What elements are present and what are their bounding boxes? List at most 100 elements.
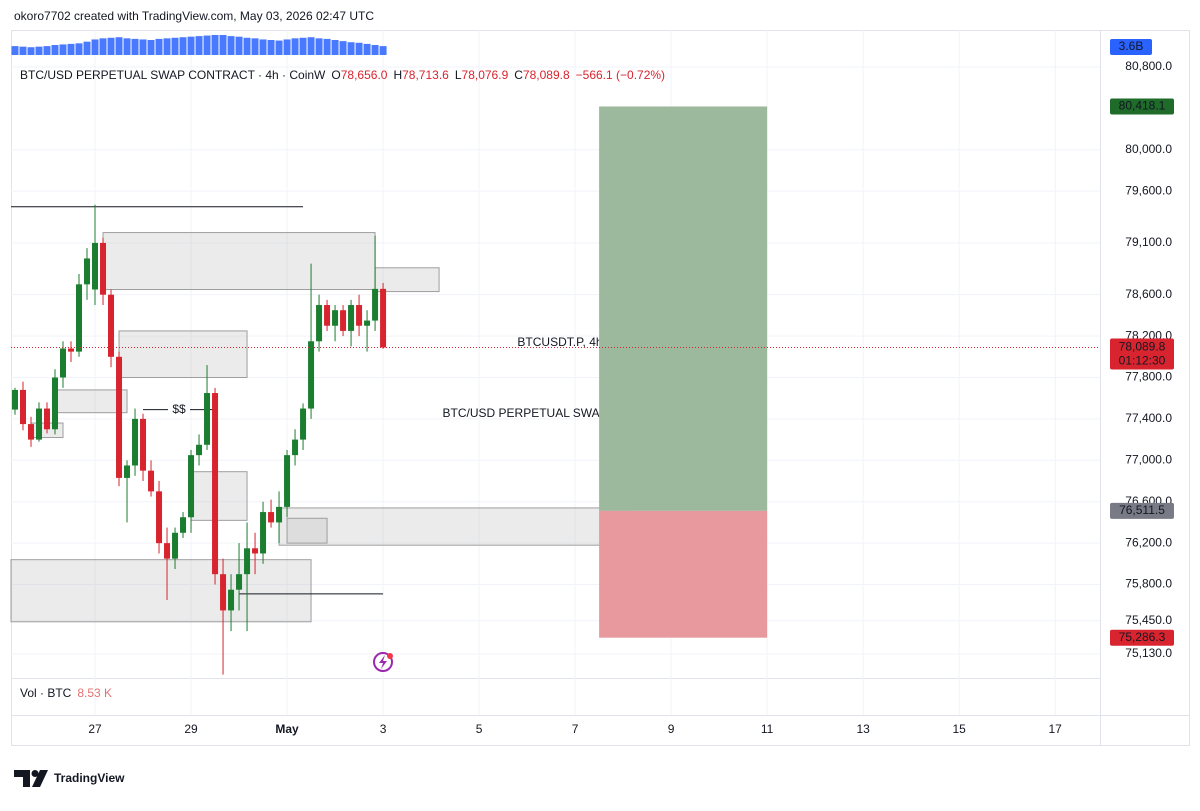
volume-bar [67, 43, 75, 55]
position-price-label: 80,418.1 [1119, 99, 1166, 113]
volume-bar [379, 46, 387, 55]
candle-body [100, 242, 107, 295]
volume-bar [283, 39, 291, 55]
zone [102, 232, 376, 291]
candle-body [228, 589, 235, 611]
x-tick-label: 5 [476, 722, 483, 736]
x-tick-label: May [275, 722, 299, 736]
candle-body [60, 348, 67, 378]
volume-bar [27, 47, 35, 55]
candle-body [380, 288, 387, 348]
line-label: $$ [172, 402, 186, 416]
candle-body [84, 258, 91, 285]
zone [190, 471, 248, 521]
volume-bar [171, 37, 179, 55]
candle-body [156, 491, 163, 544]
volume-bar [203, 35, 211, 55]
logo-text: TradingView [54, 771, 125, 785]
volume-bar [227, 36, 235, 55]
position-price-box [1110, 98, 1174, 115]
legend-value: 78,076.9 [462, 68, 509, 82]
candle-body [252, 548, 259, 554]
volume-label: 3.6B [1119, 39, 1144, 53]
x-tick-label: 15 [952, 722, 966, 736]
candle-body [36, 408, 43, 440]
candle-body [340, 310, 347, 331]
zone [278, 507, 632, 546]
candle-body [68, 348, 75, 352]
chart-frame [11, 30, 1190, 746]
candle-body [20, 389, 27, 425]
legend-title: BTC/USD PERPETUAL SWAP CONTRACT · 4h · C… [20, 68, 326, 82]
candle-body [348, 305, 355, 331]
legend-value: 78,089.8 [523, 68, 570, 82]
zone [10, 559, 312, 623]
y-tick-label: 77,000.0 [1125, 452, 1172, 466]
candle-body [188, 455, 195, 518]
volume-bar [267, 40, 275, 55]
candle-body [52, 377, 59, 430]
legend-change: −566.1 (−0.72%) [576, 68, 665, 82]
candle-body [276, 506, 283, 523]
position-price-box [1110, 629, 1174, 646]
logo: TradingView [14, 770, 125, 787]
loss-zone [599, 510, 768, 638]
watermark: BTCUSDT.P, 4h [517, 335, 602, 349]
volume-bar [363, 43, 371, 55]
volume-bar [11, 46, 19, 55]
volume-bar [75, 43, 83, 55]
volume-bar [187, 36, 195, 55]
candle-body [92, 242, 99, 290]
candle-body [108, 294, 115, 357]
plot-layer: 80,800.0 80,000.0 79,600.0 79,100.0 78,600.0… [10, 30, 1174, 736]
x-tick-label: 13 [856, 722, 870, 736]
candle-body [180, 517, 187, 533]
candle-body [260, 512, 267, 554]
candle-body [268, 512, 275, 523]
volume-bar [35, 46, 43, 55]
x-tick-label: 3 [380, 722, 387, 736]
legend-key: H [393, 68, 402, 82]
candle-body [44, 408, 51, 430]
volume-bar [179, 37, 187, 55]
candle-body [140, 418, 147, 471]
last-price-label: 78,089.8 [1119, 340, 1166, 354]
candle-body [244, 548, 251, 575]
volume-bar [19, 46, 27, 55]
candle-body [332, 310, 339, 326]
candle-body [308, 341, 315, 409]
volume-bar [59, 44, 67, 55]
volume-bar [355, 42, 363, 55]
volume-bar [139, 39, 147, 55]
volume-pane-value: 8.53 K [77, 686, 112, 700]
volume-bar [115, 37, 123, 55]
position-price-label: 75,286.3 [1119, 630, 1166, 644]
volume-bar [323, 38, 331, 55]
y-tick-label: 75,800.0 [1125, 577, 1172, 591]
volume-bar [291, 38, 299, 55]
volume-bar [195, 36, 203, 55]
candle-body [364, 320, 371, 326]
y-tick-label: 79,100.0 [1125, 235, 1172, 249]
volume-bar [339, 41, 347, 55]
x-tick-label: 29 [184, 722, 198, 736]
volume-bar [83, 41, 91, 55]
y-tick-label: 78,600.0 [1125, 287, 1172, 301]
legend: BTC/USD PERPETUAL SWAP CONTRACT · 4h · C… [20, 68, 665, 82]
x-tick-label: 27 [88, 722, 102, 736]
volume-bar [243, 37, 251, 55]
candle-body [212, 393, 219, 575]
legend-key: O [331, 68, 340, 82]
candle-body [116, 356, 123, 478]
candle-body [124, 465, 131, 478]
candle-body [148, 470, 155, 492]
volume-bar [251, 38, 259, 55]
alert-icon [373, 652, 393, 672]
candle-body [284, 455, 291, 507]
zone [374, 267, 440, 293]
candle-body [196, 444, 203, 456]
volume-bar [275, 40, 283, 55]
profit-zone [599, 106, 768, 511]
volume-bar [315, 38, 323, 55]
